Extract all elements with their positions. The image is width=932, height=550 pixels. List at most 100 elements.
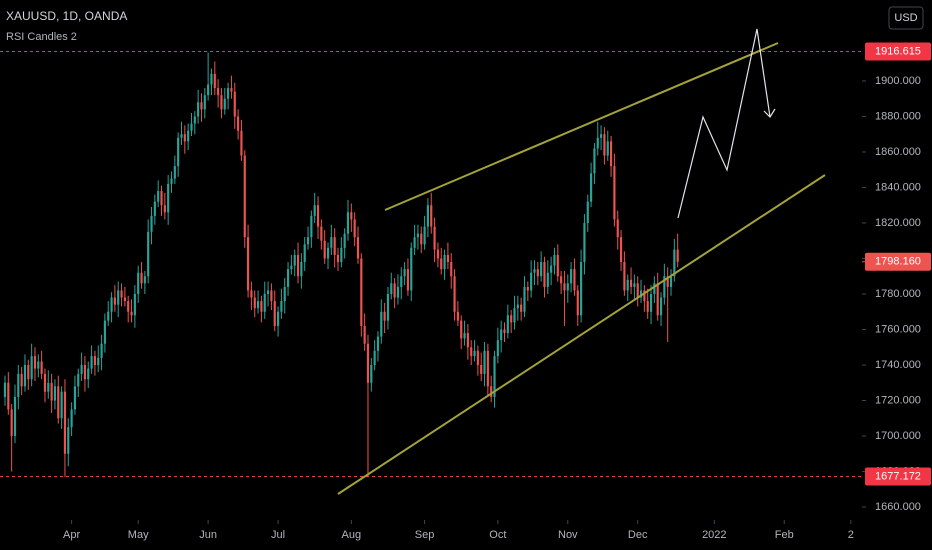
candle-body [3, 382, 7, 397]
x-tick-label: 2 [848, 529, 854, 541]
candle-body [396, 286, 400, 298]
candle-body [336, 254, 340, 263]
candle-body [177, 137, 180, 167]
candle-body [410, 247, 413, 291]
candle-body [586, 201, 589, 223]
candle-body [343, 233, 346, 248]
projection-arrowhead [763, 108, 776, 118]
candle-body [456, 311, 459, 321]
candle-body [450, 262, 453, 277]
currency-button[interactable] [888, 6, 924, 30]
candle-body [333, 237, 336, 255]
candle-body [223, 98, 226, 110]
candle-body [443, 254, 446, 270]
candle-body [570, 269, 573, 284]
candle-body [240, 130, 243, 156]
candle-body [153, 201, 156, 216]
candle-body [370, 365, 373, 383]
candle-body [150, 215, 153, 232]
candle-body [13, 396, 17, 437]
lower-trendline [337, 174, 826, 495]
candle-body [666, 276, 669, 287]
candle-body [17, 373, 20, 397]
candle-body [23, 365, 27, 387]
candle-body [230, 88, 233, 92]
candle-body [290, 265, 293, 270]
candle-body [406, 269, 410, 291]
candle-body [147, 231, 150, 277]
currency-label[interactable]: USD [894, 12, 917, 24]
candle-body [63, 391, 67, 454]
candle-body [163, 205, 166, 213]
level-label: 1677.172 [875, 470, 921, 482]
candle-body [616, 219, 619, 238]
candle-body [543, 262, 546, 287]
candle-body [496, 340, 499, 357]
indicator-name: RSI Candles 2 [6, 31, 77, 43]
candle-body [386, 293, 390, 321]
x-tick-label: Dec [628, 529, 648, 541]
candle-body [10, 409, 13, 437]
candle-body [180, 134, 183, 138]
candle-body [140, 272, 143, 284]
candle-body [90, 356, 93, 369]
candle-body [130, 311, 133, 316]
candle-body [93, 356, 96, 366]
candle-body [576, 290, 579, 316]
candle-body [546, 272, 549, 287]
candle-body [536, 269, 539, 277]
candle-body [286, 269, 290, 287]
candle-body [33, 356, 37, 369]
candle-body [276, 311, 280, 326]
y-tick-label: 1780.000 [875, 288, 921, 300]
candle-body [57, 386, 60, 419]
candle-body [446, 254, 449, 263]
candle-body [606, 141, 609, 156]
candle-body [263, 293, 266, 312]
candle-body [619, 237, 623, 263]
candle-body [233, 91, 236, 117]
candle-body [270, 290, 273, 302]
candle-body [400, 276, 403, 287]
candle-body [326, 247, 330, 259]
candle-body [520, 304, 523, 312]
candle-body [416, 233, 420, 238]
candle-body [523, 286, 526, 312]
candle-body [383, 311, 386, 321]
candle-body [600, 134, 603, 138]
y-tick-label: 1820.000 [875, 217, 921, 229]
candle-body [626, 279, 629, 291]
candle-body [133, 293, 136, 316]
candle-body [480, 365, 483, 374]
candle-body [593, 148, 596, 174]
candle-body [37, 361, 40, 369]
y-tick-label: 1740.000 [875, 359, 921, 371]
candle-body [440, 258, 443, 270]
candle-body [500, 329, 503, 341]
candle-body [560, 276, 563, 284]
candle-body [83, 365, 87, 380]
candle-body [273, 301, 276, 326]
candle-body [127, 301, 130, 312]
candle-body [67, 427, 70, 454]
candle-body [157, 191, 160, 202]
candle-body [393, 283, 396, 298]
candle-body [426, 205, 430, 227]
candle-body [353, 219, 356, 238]
candle-body [320, 226, 323, 241]
candle-body [373, 350, 376, 366]
candle-body [466, 333, 469, 348]
candle-body [516, 304, 519, 309]
candle-body [583, 222, 586, 263]
candle-body [243, 155, 246, 238]
candle-body [609, 141, 613, 167]
candle-body [293, 254, 296, 266]
candle-body [556, 254, 559, 277]
candle-body [257, 301, 260, 309]
candle-body [403, 269, 406, 277]
candle-body [659, 297, 663, 316]
candle-body [470, 347, 473, 357]
candle-body [303, 244, 306, 263]
candle-body [669, 276, 673, 287]
y-tick-label: 1860.000 [875, 146, 921, 158]
